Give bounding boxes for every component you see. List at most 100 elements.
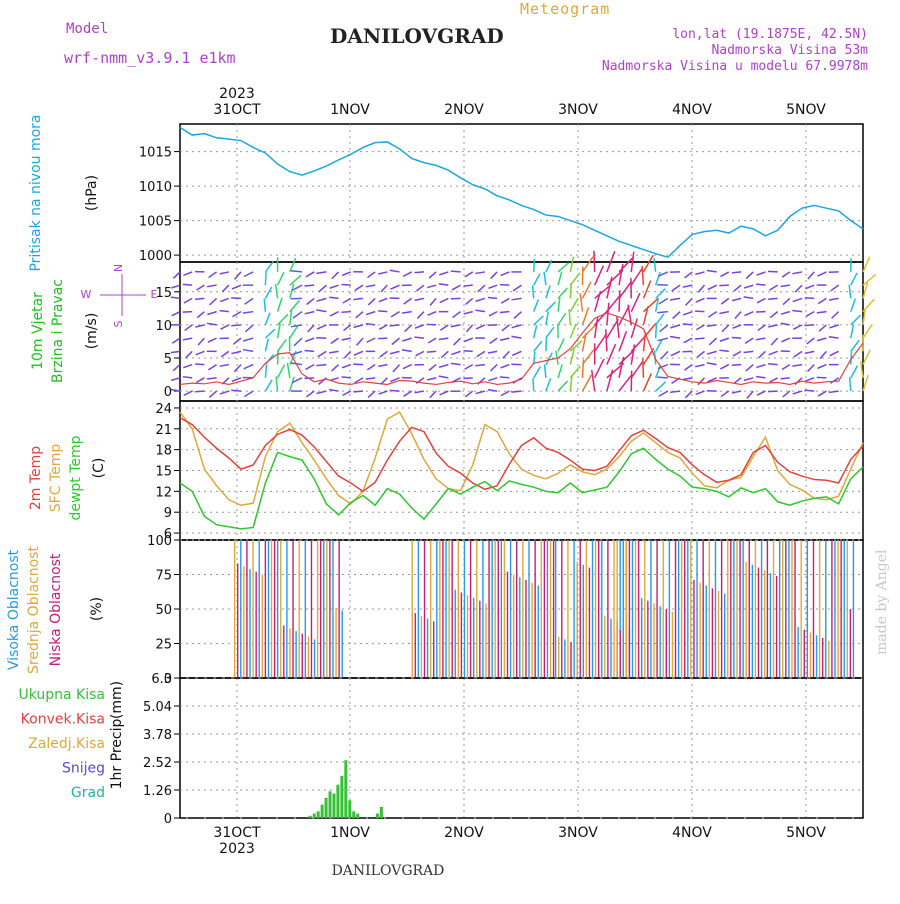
wind-arrow (196, 351, 205, 354)
wind-arrow (208, 338, 217, 342)
wind-arrow (534, 316, 544, 325)
wind-arrow (342, 312, 351, 313)
wind-arrow (415, 391, 424, 393)
wind-arrow (805, 351, 814, 353)
wind-arrow (463, 351, 472, 352)
wind-arrow (232, 285, 241, 289)
wind-arrow (642, 266, 643, 285)
wind-arrow (183, 284, 192, 285)
wind-arrow (619, 374, 632, 391)
wind-arrow (465, 272, 473, 277)
precip-legend-item: Grad (71, 785, 105, 801)
wind-arrow (265, 339, 268, 352)
wind-arrow (278, 298, 283, 312)
y-tick-label: 50 (155, 603, 172, 618)
wind-arrow (500, 365, 509, 368)
wind-arrow (685, 391, 692, 398)
wind-arrow (220, 298, 229, 301)
wind-arrow (782, 365, 790, 370)
wind-arrow (863, 350, 870, 365)
wind-arrow (533, 285, 534, 298)
wind-arrow (660, 325, 668, 332)
wind-arrow (305, 338, 314, 341)
wind-arrow (278, 339, 287, 351)
wind-arrow (643, 323, 655, 338)
wind-arrow (733, 351, 741, 356)
wind-arrow (643, 281, 650, 299)
wind-arrow (734, 285, 741, 291)
wind-arrow (221, 325, 229, 329)
wind-arrow (558, 272, 562, 286)
wind-arrow (488, 297, 497, 298)
wind-arrow (631, 319, 637, 339)
wind-arrow (570, 273, 580, 285)
wind-arrow (850, 377, 851, 391)
cloud-high-label: Visoka Oblacnost (6, 549, 22, 670)
x-tick-label-top: 31OCT (213, 102, 261, 118)
wind-arrow (511, 391, 521, 392)
wind-arrow (452, 285, 461, 290)
x-tick-label-top: 4NOV (672, 102, 712, 118)
wind-arrow (466, 298, 473, 304)
wind-arrow (830, 351, 839, 355)
wind-arrow (222, 285, 228, 292)
wind-arrow (366, 312, 375, 315)
wind-arrow (685, 272, 693, 278)
precip-legend-item: Zaledj.Kisa (28, 736, 105, 752)
wind-arrow (673, 312, 680, 319)
wind-arrow (221, 351, 228, 356)
compass-south: S (112, 320, 125, 327)
wind-arrow (464, 338, 473, 341)
wind-arrow (488, 351, 497, 353)
wind-arrow (656, 272, 660, 285)
wind-arrow (196, 285, 204, 290)
wind-arrow (290, 284, 294, 298)
wind-arrow (769, 378, 777, 383)
y-tick-label: 1015 (139, 146, 172, 161)
wind-arrow (595, 266, 604, 285)
wind-arrow (513, 285, 521, 291)
wind-arrow (546, 327, 554, 338)
wind-arrow (829, 325, 838, 328)
wind-arrow (278, 324, 281, 338)
wind-arrow (440, 325, 448, 330)
compass-north: N (112, 264, 125, 272)
wind-arrow (501, 272, 510, 276)
wind-arrow (390, 390, 400, 391)
wind-arrow (695, 338, 704, 339)
wind-arrow (670, 325, 680, 328)
wind-arrow (619, 306, 629, 325)
chart-marks (171, 127, 876, 818)
wind-arrow (329, 297, 338, 298)
wind-arrow (475, 272, 485, 274)
wind-arrow (454, 338, 461, 345)
wind-arrow (770, 312, 777, 318)
wind-arrow (659, 391, 668, 396)
wind-arrow (278, 272, 284, 285)
x-tick-label-top: 1NOV (330, 102, 370, 118)
wind-arrow (463, 285, 472, 286)
wind-arrow (367, 365, 375, 370)
precip-bar (340, 776, 343, 818)
wind-arrow (233, 338, 241, 344)
cloud-unit: (%) (89, 597, 105, 621)
wind-arrow (195, 298, 204, 299)
temp-unit: (C) (91, 458, 107, 479)
wind-arrow (683, 312, 692, 315)
wind-arrow (805, 298, 814, 299)
wind-arrow (290, 258, 296, 272)
wind-arrow (719, 312, 728, 314)
wind-arrow (287, 363, 289, 378)
wind-arrow (783, 391, 790, 397)
wind-arrow (368, 298, 375, 305)
wind-sublabel: Brzina i Pravac (50, 279, 66, 383)
wind-arrow (619, 264, 623, 285)
precip-bar (329, 791, 332, 818)
wind-arrow (756, 338, 765, 340)
wind-arrow (332, 365, 339, 371)
wind-arrow (403, 365, 412, 369)
wind-arrow (308, 325, 315, 332)
wind-arrow (805, 285, 814, 289)
wind-arrow (307, 298, 315, 304)
wind-arrow (353, 391, 363, 392)
